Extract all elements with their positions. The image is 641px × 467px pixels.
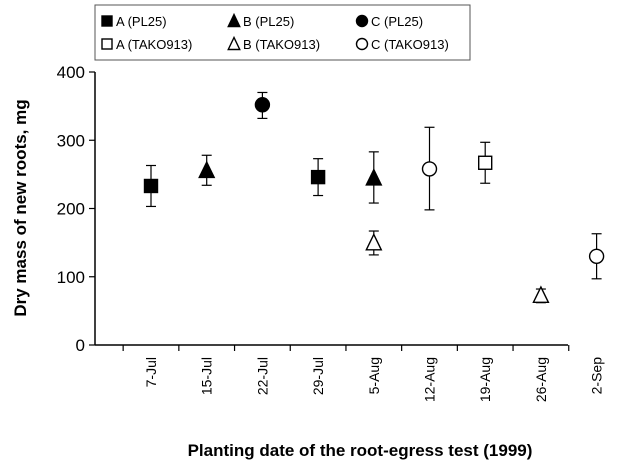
- data-point: [478, 155, 493, 170]
- legend-marker: [355, 14, 369, 28]
- legend-label: C (PL25): [371, 14, 423, 29]
- legend-marker: [101, 15, 113, 27]
- x-tick-label: 12-Aug: [422, 357, 438, 402]
- y-tick-label: 300: [57, 131, 85, 150]
- x-tick-label: 7-Jul: [143, 357, 159, 387]
- data-point: [254, 97, 271, 113]
- legend-label: B (TAKO913): [243, 37, 320, 52]
- legend-label: A (TAKO913): [116, 37, 192, 52]
- data-marks: [143, 91, 605, 304]
- y-tick-label: 100: [57, 268, 85, 287]
- legend-label: A (PL25): [116, 14, 167, 29]
- data-point: [588, 248, 605, 264]
- data-point: [143, 178, 159, 194]
- data-point: [532, 285, 550, 304]
- x-axis-title: Planting date of the root-egress test (1…: [188, 441, 533, 460]
- legend: A (PL25) B (PL25) C (PL25) A (TAKO913) B (TA…: [94, 4, 471, 61]
- data-point: [365, 168, 383, 186]
- legend-marker: [355, 37, 369, 51]
- data-point: [365, 232, 383, 251]
- x-tick-label: 2-Sep: [589, 357, 605, 395]
- x-tick-label: 15-Jul: [199, 357, 215, 395]
- y-tick-label: 0: [76, 336, 85, 355]
- legend-label: C (TAKO913): [371, 37, 449, 52]
- legend-marker: [227, 12, 241, 28]
- y-tick-label: 400: [57, 63, 85, 82]
- data-point: [310, 169, 326, 185]
- x-tick-label: 26-Aug: [533, 357, 549, 402]
- x-tick-label: 22-Jul: [254, 357, 270, 395]
- y-axis-title: Dry mass of new roots, mg: [11, 99, 30, 316]
- legend-label: B (PL25): [243, 14, 294, 29]
- legend-box: [94, 4, 471, 61]
- x-tick-label: 29-Jul: [310, 357, 326, 395]
- data-point: [421, 161, 438, 177]
- data-point: [198, 160, 216, 179]
- legend-marker: [227, 35, 241, 51]
- axes: [94, 72, 568, 346]
- x-tick-label: 5-Aug: [366, 357, 382, 394]
- legend-marker: [101, 38, 113, 50]
- y-tick-label: 200: [57, 200, 85, 219]
- x-tick-label: 19-Aug: [477, 357, 493, 402]
- ticks: 0 100 200 300 400 7-Jul 15-Jul 22-Jul 29-Jul 5-Au…: [57, 63, 605, 402]
